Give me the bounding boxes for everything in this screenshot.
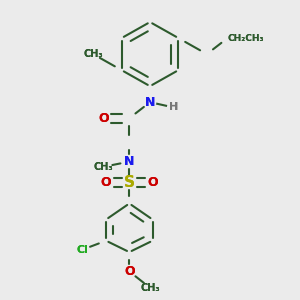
Circle shape xyxy=(98,112,109,124)
Circle shape xyxy=(144,282,156,293)
Circle shape xyxy=(124,266,135,277)
Text: CH₃: CH₃ xyxy=(140,283,160,293)
Text: N: N xyxy=(145,96,155,109)
Text: H: H xyxy=(169,102,178,112)
Text: Cl: Cl xyxy=(77,244,89,254)
Text: O: O xyxy=(147,176,158,189)
Circle shape xyxy=(147,177,158,188)
Circle shape xyxy=(88,48,99,60)
Text: O: O xyxy=(98,112,109,125)
Circle shape xyxy=(124,177,135,188)
Text: CH₃: CH₃ xyxy=(94,162,113,172)
Text: S: S xyxy=(124,175,135,190)
Text: O: O xyxy=(101,176,111,189)
Text: S: S xyxy=(124,175,135,190)
Text: CH₃: CH₃ xyxy=(94,162,113,172)
Text: CH₂CH₃: CH₂CH₃ xyxy=(227,34,264,43)
Text: O: O xyxy=(124,265,135,278)
Circle shape xyxy=(98,161,109,172)
Text: CH₂CH₃: CH₂CH₃ xyxy=(227,34,264,43)
Text: O: O xyxy=(124,265,135,278)
Text: O: O xyxy=(101,176,111,189)
Circle shape xyxy=(144,97,156,108)
Circle shape xyxy=(168,102,179,113)
Circle shape xyxy=(77,244,88,255)
Text: Cl: Cl xyxy=(77,244,89,254)
Circle shape xyxy=(100,177,112,188)
Text: O: O xyxy=(147,176,158,189)
Text: CH₃: CH₃ xyxy=(83,49,103,59)
Text: N: N xyxy=(124,155,134,168)
Text: N: N xyxy=(145,96,155,109)
Circle shape xyxy=(222,32,233,44)
Text: H: H xyxy=(169,102,178,112)
Text: O: O xyxy=(98,112,109,125)
Text: CH₃: CH₃ xyxy=(140,283,160,293)
Circle shape xyxy=(124,156,135,167)
Text: CH₃: CH₃ xyxy=(83,49,103,59)
Text: N: N xyxy=(124,155,134,168)
